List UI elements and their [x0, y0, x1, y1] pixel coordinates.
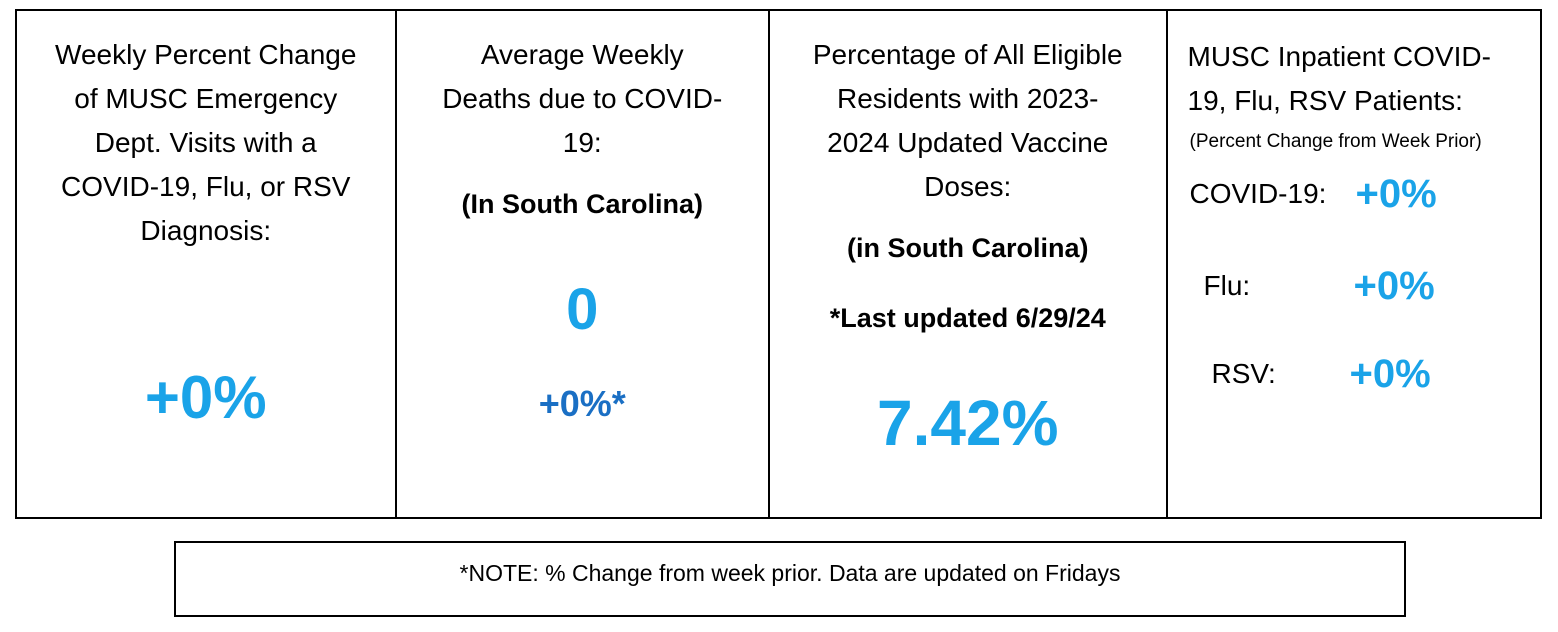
deaths-value: 0: [566, 277, 599, 342]
title-line: 2024 Updated Vaccine: [827, 127, 1109, 158]
title-line: Doses:: [924, 171, 1012, 202]
title-line: Weekly Percent Change: [55, 39, 357, 70]
deaths-region: (In South Carolina): [461, 189, 703, 219]
dashboard-table: Weekly Percent Change of MUSC Emergency …: [15, 9, 1542, 519]
title-line: Residents with 2023-: [837, 83, 1099, 114]
row-label: RSV:: [1211, 358, 1276, 389]
vaccine-value: 7.42%: [877, 387, 1059, 459]
title-line: MUSC Inpatient COVID-: [1187, 41, 1491, 72]
deaths-change: +0%*: [538, 383, 626, 424]
ed-visits-value: +0%: [144, 364, 267, 431]
inpatient-panel: MUSC Inpatient COVID- 19, Flu, RSV Patie…: [1168, 11, 1541, 517]
footnote-box: *NOTE: % Change from week prior. Data ar…: [174, 541, 1406, 617]
title-line: 19:: [562, 127, 602, 158]
title-line: Deaths due to COVID-: [442, 83, 723, 114]
inpatient-row-flu: Flu: +0%: [1168, 261, 1541, 311]
title-line: 19, Flu, RSV Patients:: [1187, 85, 1463, 116]
inpatient-row-covid: COVID-19: +0%: [1168, 169, 1541, 219]
title-line: COVID-19, Flu, or RSV: [61, 171, 351, 202]
row-label: COVID-19:: [1189, 178, 1327, 209]
vaccine-title: Percentage of All Eligible Residents wit…: [770, 33, 1165, 209]
row-label: Flu:: [1203, 270, 1251, 301]
inpatient-row-rsv: RSV: +0%: [1168, 349, 1541, 399]
inpatient-subtitle: (Percent Change from Week Prior): [1189, 131, 1482, 152]
ed-visits-title: Weekly Percent Change of MUSC Emergency …: [17, 33, 395, 253]
footnote-text: *NOTE: % Change from week prior. Data ar…: [459, 560, 1121, 586]
row-value: +0%: [1355, 172, 1437, 216]
title-line: of MUSC Emergency: [74, 83, 338, 114]
ed-visits-panel: Weekly Percent Change of MUSC Emergency …: [17, 11, 397, 517]
title-line: Average Weekly: [480, 39, 684, 70]
inpatient-title: MUSC Inpatient COVID- 19, Flu, RSV Patie…: [1188, 35, 1531, 123]
row-value: +0%: [1349, 352, 1431, 396]
title-line: Dept. Visits with a: [94, 127, 317, 158]
vaccine-region: (in South Carolina): [847, 233, 1089, 263]
vaccine-panel: Percentage of All Eligible Residents wit…: [770, 11, 1168, 517]
title-line: Diagnosis:: [140, 215, 272, 246]
title-line: Percentage of All Eligible: [812, 39, 1123, 70]
row-value: +0%: [1353, 264, 1435, 308]
deaths-panel: Average Weekly Deaths due to COVID- 19: …: [397, 11, 771, 517]
vaccine-updated: *Last updated 6/29/24: [829, 303, 1106, 333]
deaths-title: Average Weekly Deaths due to COVID- 19:: [397, 33, 769, 165]
